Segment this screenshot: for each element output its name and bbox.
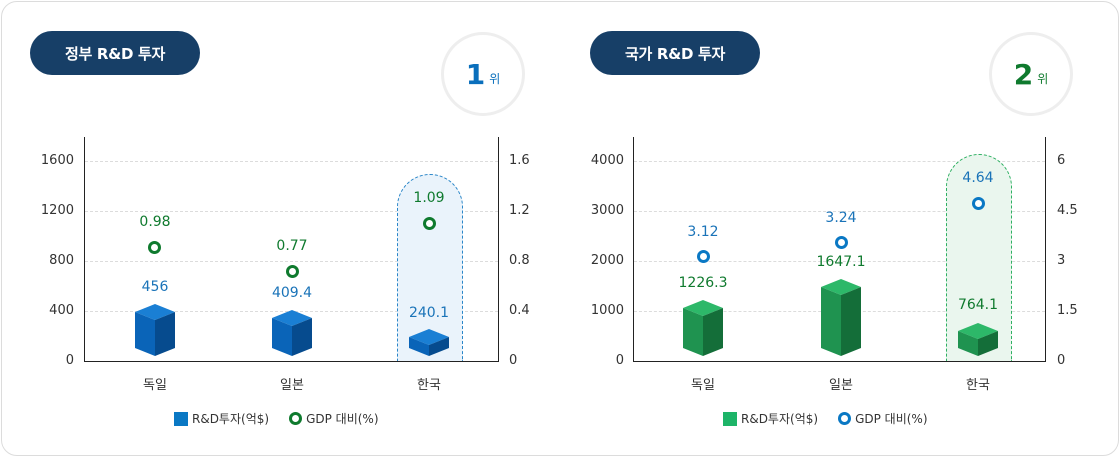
y-tick-right: 1.5: [1057, 303, 1078, 318]
gdp-label: 0.98: [139, 214, 171, 230]
right-axis: [498, 137, 499, 362]
y-tick-right: 0: [509, 353, 518, 368]
left-axis: [633, 137, 634, 362]
gdp-label: 4.64: [962, 170, 994, 186]
y-tick-right: 1.6: [509, 153, 530, 168]
legend-bar-label: R&D투자(억$): [741, 412, 819, 426]
category-label: 일본: [829, 378, 853, 393]
bar-label: 1647.1: [816, 254, 866, 270]
legend: R&D투자(억$) GDP 대비(%): [723, 410, 928, 427]
y-tick-right: 4.5: [1057, 203, 1078, 218]
y-tick-right: 0.4: [509, 303, 530, 318]
gdp-dot: [148, 241, 161, 254]
y-tick-right: 3: [1057, 253, 1066, 268]
panel-national-rnd: 국가 R&D 투자 2 위 4000 3000 2000 1000 0 6 4.…: [560, 0, 1120, 457]
panel-title: 정부 R&D 투자: [30, 31, 200, 75]
panel-title: 국가 R&D 투자: [590, 31, 760, 75]
y-tick-left: 2000: [590, 253, 624, 268]
gdp-label: 1.09: [413, 190, 445, 206]
y-tick-left: 800: [49, 253, 74, 268]
legend-bar-swatch: [723, 411, 737, 426]
legend-dot-label: GDP 대비(%): [306, 412, 379, 426]
legend-dot-swatch: [838, 412, 852, 425]
gdp-label: 3.24: [825, 210, 857, 226]
rank-number: 1: [465, 57, 486, 91]
y-tick-left: 0: [65, 353, 74, 368]
bar-korea: [958, 323, 998, 356]
y-tick-right: 0.8: [509, 253, 530, 268]
category-label: 한국: [966, 378, 990, 393]
gridline: [634, 211, 1045, 212]
bar-label: 240.1: [408, 305, 450, 321]
rank-unit: 위: [489, 71, 501, 86]
bar-germany: [135, 304, 175, 356]
gridline: [85, 261, 498, 262]
bar-japan: [821, 279, 861, 356]
gdp-label: 3.12: [687, 224, 719, 240]
rank-number: 2: [1013, 57, 1034, 91]
gridline: [85, 211, 498, 212]
y-tick-right: 6: [1057, 153, 1066, 168]
gridline: [634, 161, 1045, 162]
bar-label: 1226.3: [678, 275, 728, 291]
y-tick-right: 0: [1057, 353, 1066, 368]
y-tick-left: 1000: [590, 303, 624, 318]
y-tick-left: 400: [49, 303, 74, 318]
gdp-dot: [972, 197, 985, 210]
y-tick-left: 1200: [40, 203, 74, 218]
legend-bar-swatch: [174, 411, 188, 426]
gdp-label: 0.77: [276, 238, 308, 254]
bar-japan: [272, 310, 312, 356]
gdp-dot: [286, 265, 299, 278]
gridline: [634, 261, 1045, 262]
category-label: 독일: [143, 378, 167, 393]
rank-badge: 2 위: [989, 32, 1073, 116]
category-label: 한국: [417, 378, 441, 393]
y-tick-right: 1.2: [509, 203, 530, 218]
gridline: [85, 161, 498, 162]
legend: R&D투자(억$) GDP 대비(%): [174, 410, 379, 427]
gdp-dot: [697, 250, 710, 263]
legend-bar-label: R&D투자(억$): [192, 412, 270, 426]
category-label: 일본: [280, 378, 304, 393]
rank-unit: 위: [1037, 71, 1049, 86]
legend-dot-label: GDP 대비(%): [855, 412, 928, 426]
gdp-dot: [423, 217, 436, 230]
left-axis: [84, 137, 85, 362]
x-axis: [633, 361, 1046, 362]
gdp-dot: [835, 236, 848, 249]
rank-badge: 1 위: [441, 32, 525, 116]
bar-label: 456: [141, 279, 169, 295]
x-axis: [84, 361, 499, 362]
panel-government-rnd: 정부 R&D 투자 1 위 1600 1200 800 400 0 1.6 1.…: [30, 31, 530, 427]
category-label: 독일: [691, 378, 715, 393]
y-tick-left: 0: [615, 353, 624, 368]
bar-label: 764.1: [957, 297, 999, 313]
y-tick-left: 3000: [590, 203, 624, 218]
bar-germany: [683, 300, 723, 356]
bar-korea: [409, 329, 449, 356]
y-tick-left: 1600: [40, 153, 74, 168]
bar-label: 409.4: [271, 285, 313, 301]
right-axis: [1045, 137, 1046, 362]
y-tick-left: 4000: [590, 153, 624, 168]
legend-dot-swatch: [289, 412, 303, 425]
